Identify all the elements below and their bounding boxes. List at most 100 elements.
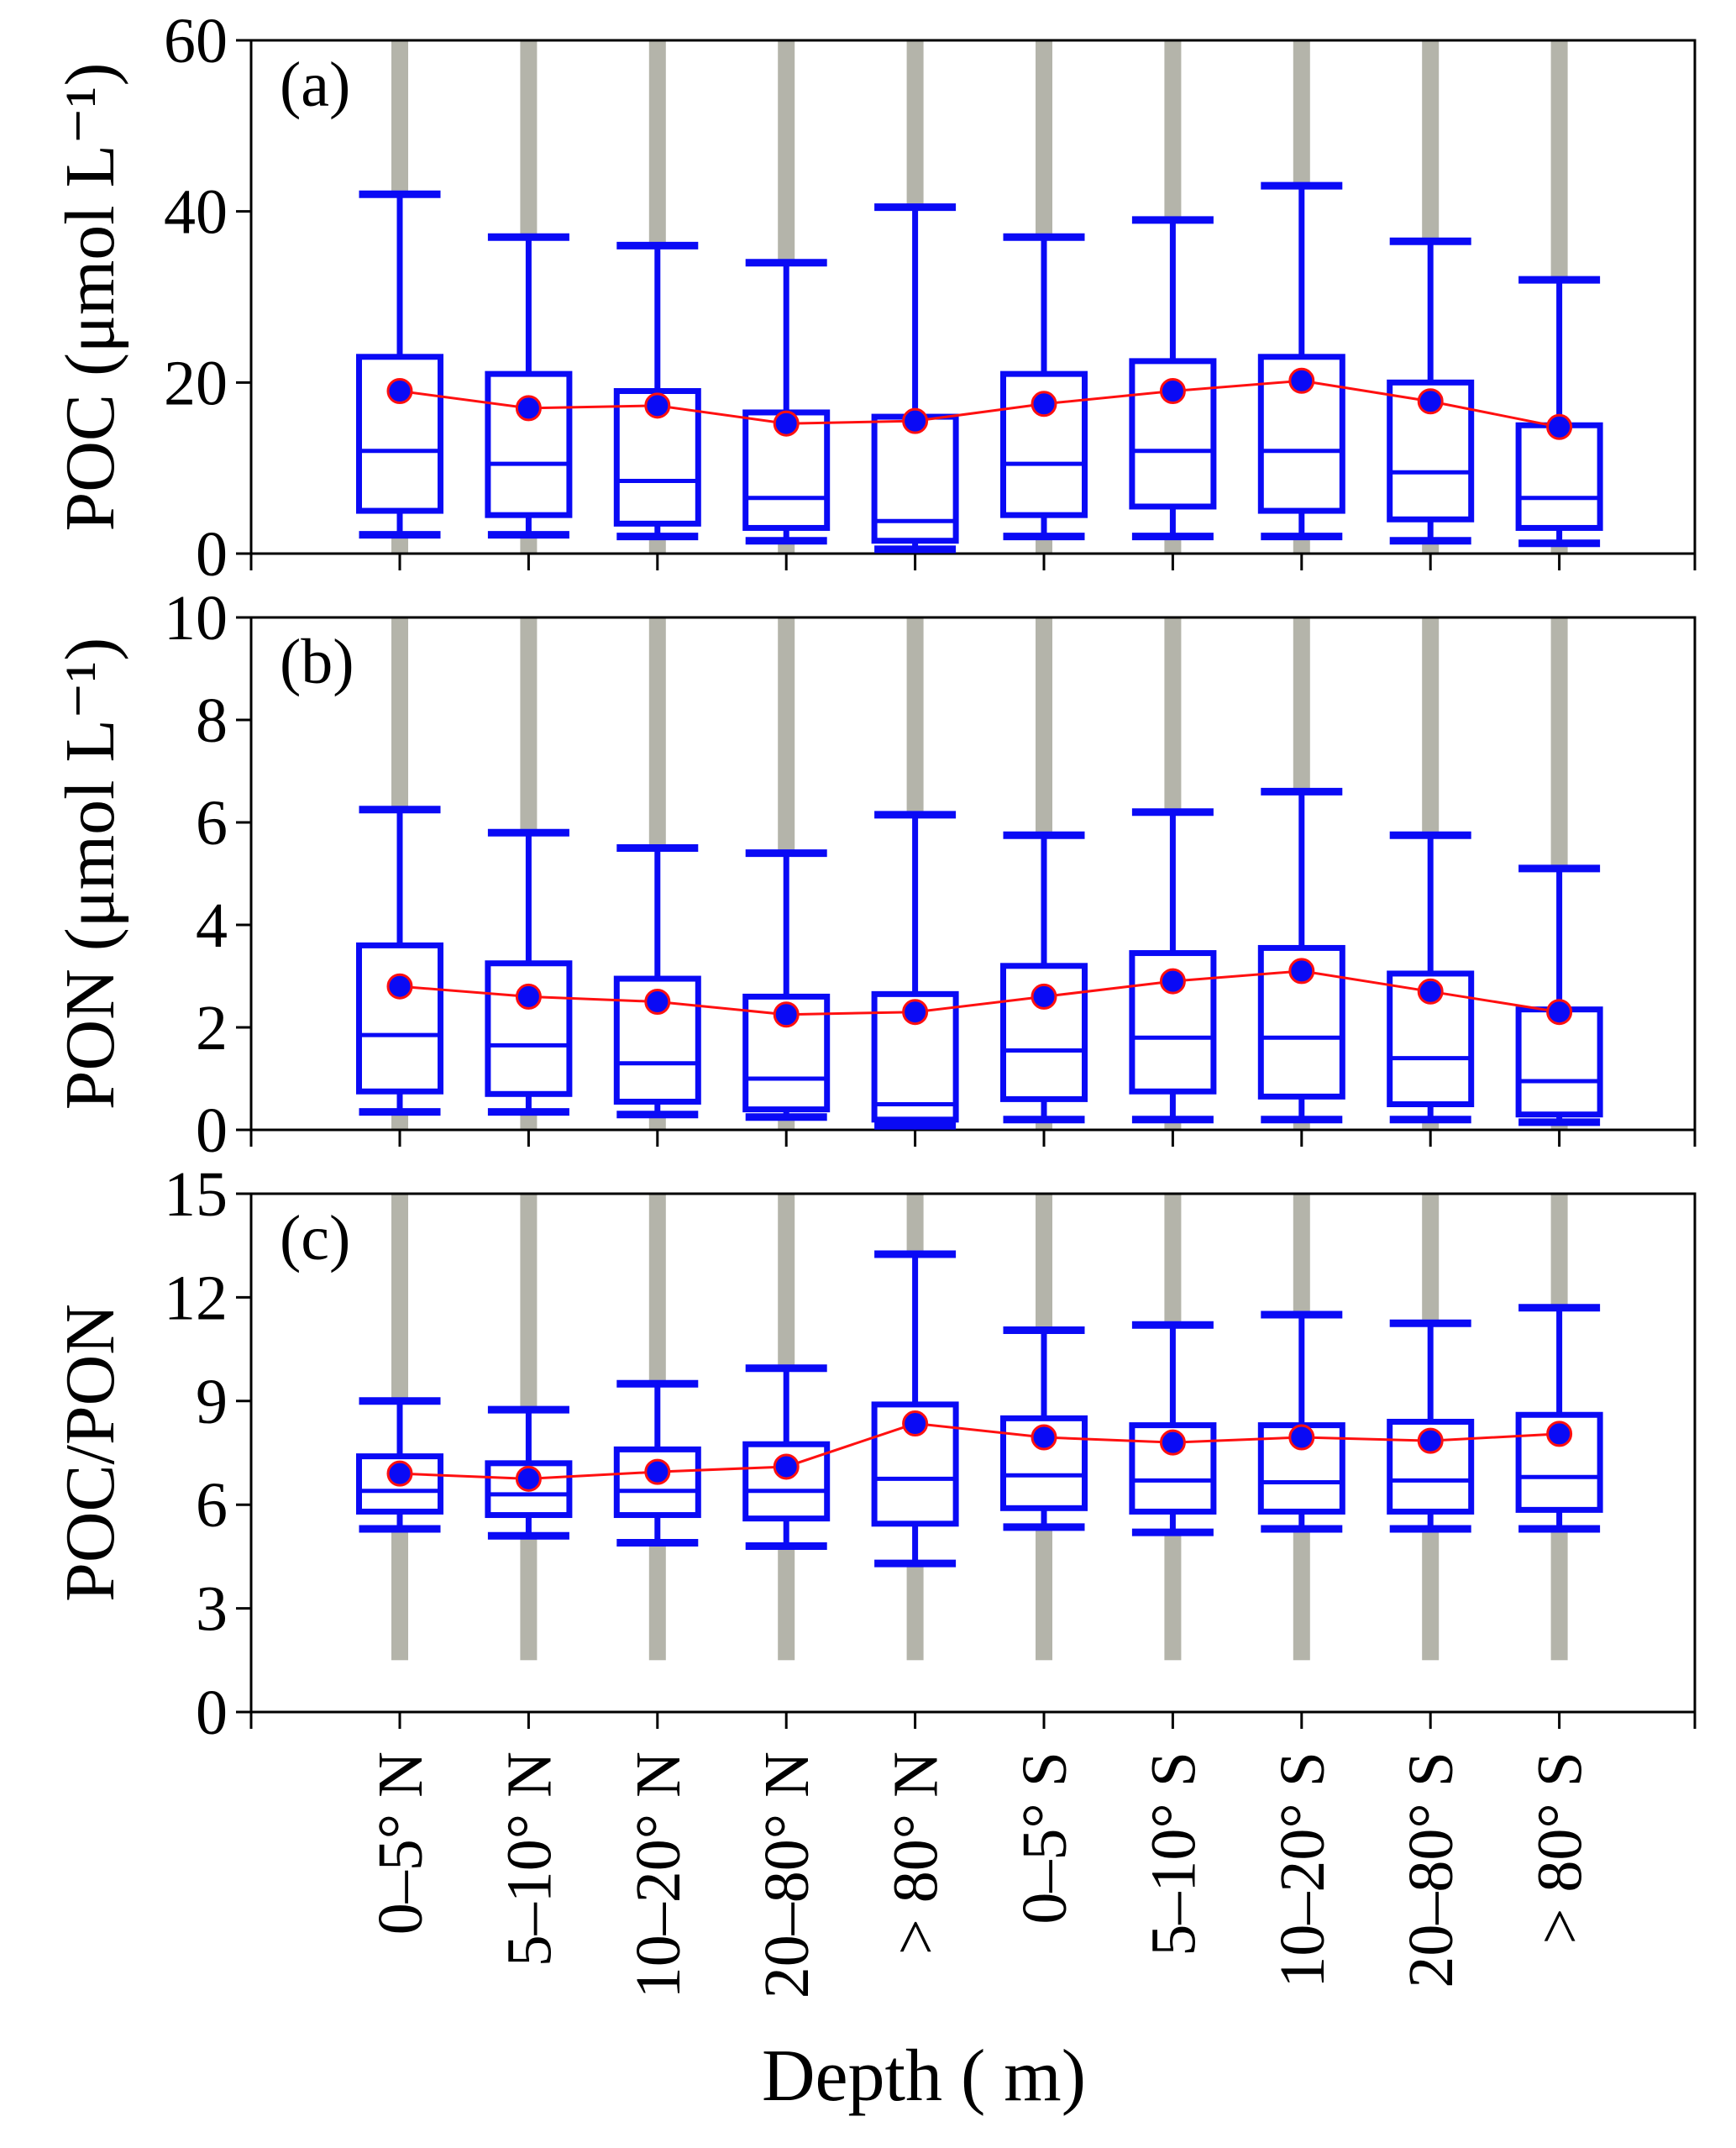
y-axis-title: POC/PON	[51, 1304, 129, 1602]
y-tick-label: 2	[196, 993, 228, 1063]
mean-point	[773, 1453, 800, 1480]
outlier-band-high	[1036, 1194, 1052, 1331]
box-iqr	[1387, 1418, 1475, 1515]
mean-line	[399, 1422, 1560, 1480]
box-5	[871, 811, 959, 1130]
box-10	[1515, 1304, 1603, 1533]
outlier-band-low	[1036, 536, 1052, 554]
panel-a: 0 20 40 60 (a) POC (μmol L⁻¹)	[51, 6, 1697, 590]
mean-point	[1159, 968, 1186, 995]
box-iqr	[485, 1460, 573, 1519]
box-iqr	[1387, 379, 1475, 523]
box-9	[1387, 1319, 1475, 1533]
outlier-band-high	[1036, 40, 1052, 238]
y-axis-title: POC (μmol L⁻¹)	[51, 63, 129, 532]
box-7	[1129, 216, 1217, 541]
outlier-band-low	[1164, 536, 1182, 554]
outlier-band-low	[1422, 1528, 1440, 1661]
mean-point	[1159, 378, 1186, 405]
panel-b: 0 2 4 6 8 10 (b) PON (μmol L⁻¹)	[51, 583, 1697, 1166]
mean-point	[386, 1460, 413, 1487]
y-tick-label: 6	[196, 1470, 228, 1541]
box-iqr	[1387, 970, 1475, 1107]
box-10	[1515, 864, 1603, 1127]
y-tick-label: 40	[164, 177, 228, 248]
y-tick-label: 10	[164, 583, 228, 654]
box-8	[1257, 787, 1345, 1124]
mean-point	[386, 378, 413, 405]
mean-point	[644, 989, 671, 1015]
y-axis-title: PON (μmol L⁻¹)	[51, 638, 129, 1111]
mean-point	[515, 983, 542, 1010]
box-iqr	[613, 1446, 701, 1519]
y-tick-label: 0	[196, 519, 228, 590]
y-tick-label: 12	[164, 1263, 228, 1333]
outlier-band-low	[391, 1111, 408, 1130]
mean-point	[1288, 958, 1315, 985]
outlier-band-low	[1550, 1528, 1568, 1661]
outlier-band-high	[1550, 1194, 1568, 1308]
x-tick-label: 20–80° N	[752, 1751, 822, 1998]
outlier-band-low	[1293, 536, 1310, 554]
box-iqr	[871, 990, 959, 1123]
y-tick-label: 4	[196, 890, 228, 961]
outlier-band-high	[906, 617, 924, 815]
mean-point	[1417, 388, 1444, 415]
box-4	[742, 259, 831, 545]
outlier-band-high	[520, 617, 538, 833]
outlier-band-low	[1164, 1532, 1182, 1661]
outlier-band-high	[1164, 1194, 1182, 1326]
box-iqr	[356, 1453, 443, 1515]
outlier-band-high	[391, 1194, 408, 1401]
mean-point	[1417, 978, 1444, 1005]
outlier-band-low	[1036, 1526, 1052, 1661]
box-iqr	[1129, 358, 1217, 510]
outlier-band-high	[648, 1194, 666, 1384]
box-iqr	[1000, 370, 1088, 518]
box-4	[742, 849, 831, 1121]
outlier-band-high	[648, 617, 666, 848]
plot-frame	[249, 616, 1697, 1132]
box-2	[485, 828, 573, 1116]
mean-point	[644, 392, 671, 419]
y-tick-label: 0	[196, 1095, 228, 1166]
mean-point	[515, 395, 542, 422]
mean-point	[1159, 1429, 1186, 1456]
outlier-band-low	[648, 536, 666, 554]
y-tick-label: 3	[196, 1574, 228, 1645]
mean-point	[1546, 999, 1573, 1026]
box-1	[356, 1397, 443, 1533]
outlier-band-high	[906, 40, 924, 207]
plot-frame	[249, 39, 1697, 555]
y-tick-label: 15	[164, 1159, 228, 1230]
mean-point	[1546, 1421, 1573, 1447]
panel-label: (c)	[280, 1203, 350, 1274]
box-7	[1129, 808, 1217, 1124]
outlier-band-high	[1164, 617, 1182, 812]
x-tick-label: > 80° N	[881, 1751, 952, 1955]
mean-point	[515, 1465, 542, 1492]
box-iqr	[871, 1401, 959, 1527]
mean-point	[1546, 413, 1573, 440]
panel-label: (b)	[280, 627, 354, 697]
box-iqr	[613, 388, 701, 527]
mean-point	[773, 410, 800, 437]
outlier-band-low	[520, 1111, 538, 1130]
box-iqr	[742, 993, 831, 1113]
mean-line	[399, 379, 1560, 428]
x-tick-label: 5–10° N	[494, 1751, 564, 1967]
y-tick-label: 8	[196, 685, 228, 756]
outlier-band-high	[1550, 617, 1568, 869]
outlier-band-high	[1293, 617, 1310, 792]
outlier-band-low	[648, 1542, 666, 1661]
outlier-band-low	[906, 1563, 924, 1661]
outlier-band-high	[1036, 617, 1052, 836]
outlier-band-high	[906, 1194, 924, 1254]
outlier-band-low	[520, 1536, 538, 1661]
mean-point	[644, 1458, 671, 1485]
box-10	[1515, 276, 1603, 548]
box-1	[356, 806, 443, 1116]
outlier-band-high	[520, 1194, 538, 1410]
box-3	[613, 241, 701, 541]
panel-label: (a)	[280, 50, 350, 120]
